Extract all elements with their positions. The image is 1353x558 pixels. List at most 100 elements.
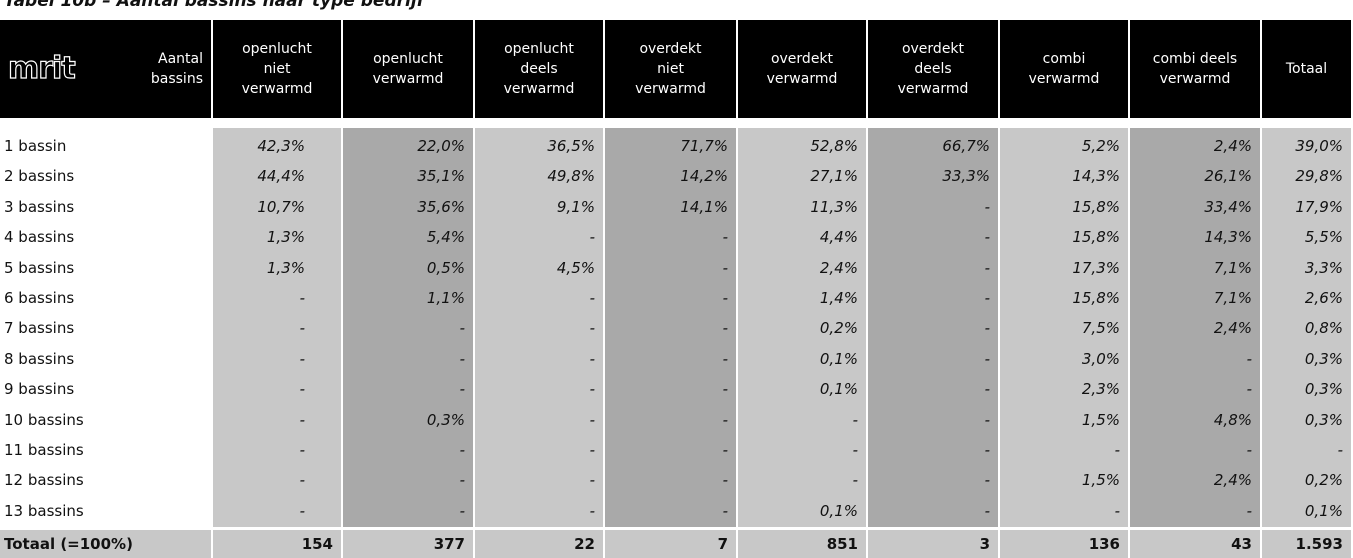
total-cell: 851 [738,530,866,558]
cell: - [299,380,305,399]
cell: 14,2% [680,167,728,186]
cell: - [852,471,858,490]
column-shade [475,128,603,527]
cell: - [1246,501,1252,520]
cell: 44,4% [257,167,305,186]
cell: 33,4% [1204,197,1252,216]
table-title: Tabel 10b – Aantal bassins naar type bed… [4,0,425,11]
column-header: combi verwarmd [1000,20,1128,118]
total-label: Totaal (=100%) [0,530,211,558]
cell: - [589,228,595,247]
cell: - [984,441,990,459]
cell: - [459,501,465,520]
cell: 2,6% [1304,289,1343,307]
cell: - [722,501,728,520]
cell: 17,9% [1295,197,1343,216]
cell: 1,5% [1081,471,1120,490]
cell: 1,5% [1081,410,1120,429]
cell: - [589,289,595,307]
cell: 15,8% [1072,197,1120,216]
cell: - [589,501,595,520]
cell: 0,3% [1304,410,1343,429]
cell: - [299,319,305,338]
cell: 27,1% [810,167,858,186]
cell: - [299,289,305,307]
column-header: overdekt deels verwarmd [868,20,998,118]
cell: 0,1% [819,501,858,520]
cell: - [852,441,858,459]
column-header: overdekt verwarmd [738,20,866,118]
cell: - [459,319,465,338]
cell: 1,3% [266,258,305,277]
cell: 39,0% [1295,137,1343,155]
total-cell: 43 [1130,530,1260,558]
cell: - [299,471,305,490]
total-cell: 1.593 [1262,530,1351,558]
cell: 11,3% [810,197,858,216]
cell: 2,4% [1213,319,1252,338]
column-shade [213,128,341,527]
cell: - [722,380,728,399]
total-cell: 154 [213,530,341,558]
cell: 14,3% [1072,167,1120,186]
total-cell: 136 [1000,530,1128,558]
column-header: overdekt niet verwarmd [605,20,736,118]
cell: - [299,441,305,459]
cell: - [459,349,465,368]
cell: 15,8% [1072,228,1120,247]
cell: - [1114,441,1120,459]
cell: - [589,410,595,429]
cell: 17,3% [1072,258,1120,277]
cell: - [589,441,595,459]
cell: - [589,349,595,368]
cell: - [984,319,990,338]
corner-label: Aantal bassins [150,51,203,87]
row-label: 1 bassin [4,137,67,155]
cell: - [299,410,305,429]
column-shade [1130,128,1260,527]
cell: 0,2% [1304,471,1343,490]
cell: - [984,380,990,399]
cell: - [589,471,595,490]
cell: 35,6% [417,197,465,216]
cell: 33,3% [942,167,990,186]
column-header: Totaal [1262,20,1351,118]
cell: - [722,410,728,429]
cell: 2,4% [1213,137,1252,155]
cell: - [984,289,990,307]
column-header: openlucht niet verwarmd [213,20,341,118]
cell: - [984,197,990,216]
cell: - [1114,501,1120,520]
cell: - [722,319,728,338]
total-cell: 7 [605,530,736,558]
cell: - [984,258,990,277]
cell: - [1337,441,1343,459]
cell: 14,3% [1204,228,1252,247]
column-shade [605,128,736,527]
cell: 35,1% [417,167,465,186]
total-cell: 3 [868,530,998,558]
cell: 0,3% [1304,380,1343,399]
cell: 0,8% [1304,319,1343,338]
row-label: 6 bassins [4,289,75,307]
cell: 4,5% [556,258,595,277]
cell: 4,4% [819,228,858,247]
cell: 66,7% [942,137,990,155]
column-shade [738,128,866,527]
cell: 1,4% [819,289,858,307]
column-shade [868,128,998,527]
cell: 0,2% [819,319,858,338]
cell: 7,5% [1081,319,1120,338]
cell: - [984,228,990,247]
cell: 42,3% [257,137,305,155]
cell: - [589,380,595,399]
cell: 15,8% [1072,289,1120,307]
column-header: openlucht deels verwarmd [475,20,603,118]
column-shade [1262,128,1351,527]
cell: 71,7% [680,137,728,155]
cell: 5,2% [1081,137,1120,155]
cell: - [722,228,728,247]
cell: - [852,410,858,429]
cell: - [984,501,990,520]
column-shade [343,128,473,527]
